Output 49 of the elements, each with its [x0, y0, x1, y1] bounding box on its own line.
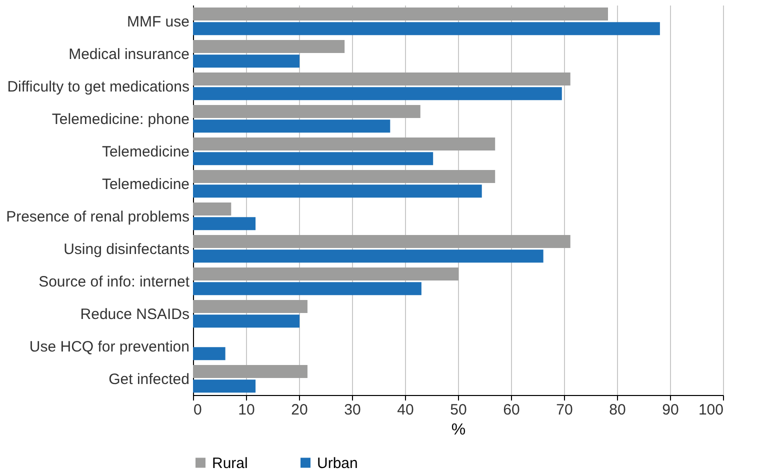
bar: [193, 282, 422, 296]
y-tick-label: Use HCQ for prevention: [29, 338, 190, 356]
x-tick-label: 100: [698, 402, 724, 418]
bar: [193, 170, 496, 183]
bar: [193, 364, 308, 378]
bar: [193, 7, 608, 20]
bar: [193, 104, 420, 118]
bar: [193, 22, 660, 36]
bar: [193, 202, 232, 216]
y-tick-label: MMF use: [126, 13, 190, 30]
x-axis-title: %: [451, 422, 466, 438]
bar: [193, 347, 226, 360]
bar: [193, 72, 570, 86]
bar: [193, 87, 562, 100]
legend-label: Urban: [317, 454, 358, 472]
bar: [193, 217, 256, 230]
y-tick-label: Telemedicine: [102, 176, 190, 193]
x-tick-label: 20: [291, 402, 308, 418]
y-tick-label: Using disinfectants: [64, 240, 190, 258]
bar: [193, 54, 300, 68]
bar: [193, 137, 496, 150]
bar: [193, 120, 390, 133]
bar: [193, 300, 308, 313]
x-tick-label: 0: [194, 402, 202, 418]
y-tick-label: Reduce NSAIDs: [80, 306, 190, 323]
bar: [193, 152, 434, 166]
y-tick-label: Presence of renal problems: [6, 208, 190, 226]
x-tick-label: 80: [609, 402, 626, 418]
bar: [193, 234, 570, 248]
bar: [193, 314, 300, 328]
bar: [193, 40, 345, 53]
x-tick-label: 40: [397, 402, 414, 418]
y-tick-label: Medical insurance: [68, 46, 190, 63]
x-tick-label: 50: [450, 402, 467, 418]
x-tick-label: 90: [662, 402, 679, 418]
bar: [193, 267, 459, 280]
bar: [193, 250, 544, 263]
x-tick-label: 60: [503, 402, 520, 418]
y-tick-label: Telemedicine: phone: [52, 110, 190, 128]
x-tick-label: 30: [344, 402, 361, 418]
x-tick-label: 10: [238, 402, 255, 418]
legend-label: Rural: [212, 454, 248, 472]
y-tick-label: Telemedicine: [102, 143, 190, 160]
bar: [193, 184, 482, 198]
x-tick-label: 70: [556, 402, 573, 418]
y-tick-label: Difficulty to get medications: [7, 78, 190, 96]
y-tick-label: Source of info: internet: [38, 273, 190, 290]
y-tick-label: Get infected: [108, 370, 190, 388]
bar: [193, 380, 256, 393]
